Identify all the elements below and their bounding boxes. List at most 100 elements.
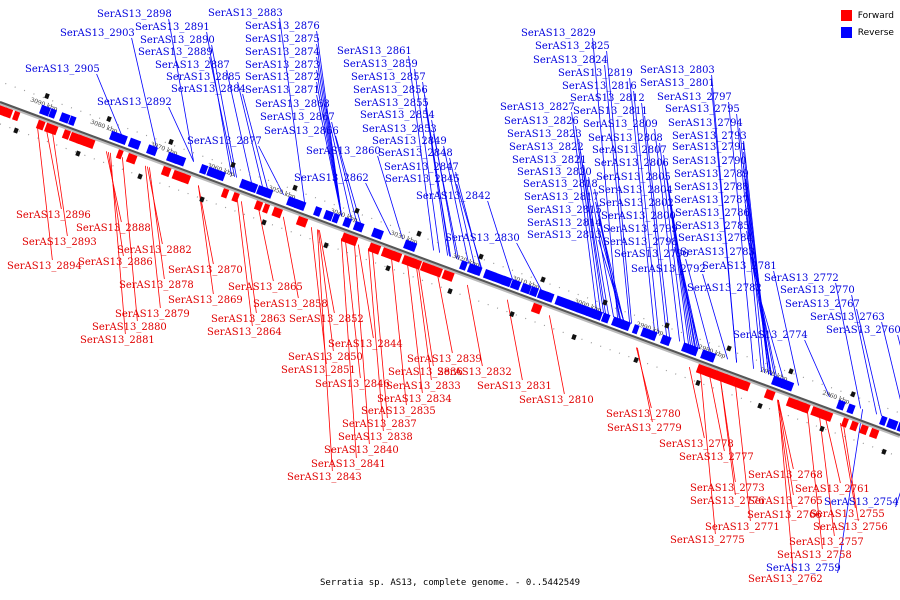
- scale-mark: [726, 345, 732, 352]
- reverse-leader-line: [659, 142, 685, 344]
- reverse-gene-label: SerAS13_2814: [527, 218, 602, 229]
- reverse-leader-line: [641, 102, 667, 337]
- reverse-gene-label: SerAS13_2842: [416, 191, 491, 202]
- reverse-leader-line: [316, 81, 342, 217]
- reverse-gene-label: SerAS13_2800: [601, 211, 676, 222]
- forward-swatch: [840, 10, 852, 21]
- forward-gene-label: SerAS13_2776: [690, 496, 765, 507]
- forward-gene-block: [271, 206, 283, 219]
- forward-leader-line: [734, 384, 751, 522]
- forward-gene-block: [801, 402, 811, 414]
- reverse-leader-line: [702, 273, 728, 360]
- reverse-gene-label: SerAS13_2786: [675, 208, 750, 219]
- reverse-gene-label: SerAS13_2794: [668, 118, 743, 129]
- reverse-gene-block: [771, 375, 785, 389]
- forward-gene-label: SerAS13_2839: [407, 354, 482, 365]
- forward-gene-label: SerAS13_2850: [288, 352, 363, 363]
- forward-leader-line: [777, 399, 794, 496]
- forward-gene-label: SerAS13_2834: [377, 394, 452, 405]
- reverse-gene-block: [474, 265, 483, 277]
- forward-gene-block: [810, 406, 821, 418]
- reverse-gene-label: SerAS13_2816: [562, 81, 637, 92]
- scale-mark: [509, 311, 515, 318]
- forward-leader-line: [839, 422, 856, 509]
- reverse-gene-block: [640, 327, 654, 340]
- reverse-leader-line: [168, 18, 194, 162]
- reverse-gene-block: [600, 312, 611, 324]
- forward-gene-block: [61, 129, 72, 140]
- reverse-leader-line: [881, 321, 900, 400]
- reverse-gene-block: [403, 239, 418, 253]
- reverse-gene-label: SerAS13_2889: [138, 47, 213, 58]
- scale-mark: [168, 138, 174, 145]
- reverse-leader-line: [598, 227, 624, 321]
- reverse-gene-label: SerAS13_2801: [640, 78, 715, 89]
- reverse-gene-label: SerAS13_2820: [517, 167, 592, 178]
- reverse-leader-line: [237, 81, 263, 188]
- reverse-gene-label: SerAS13_2809: [583, 119, 658, 130]
- reverse-gene-block: [708, 352, 717, 363]
- reverse-leader-line: [895, 492, 900, 508]
- reverse-gene-block: [286, 196, 298, 208]
- reverse-gene-label: SerAS13_2849: [372, 136, 447, 147]
- reverse-leader-line: [408, 55, 434, 251]
- forward-gene-label: SerAS13_2835: [361, 406, 436, 417]
- forward-leader-line: [197, 185, 214, 265]
- forward-gene-block: [849, 420, 859, 432]
- reverse-leader-line: [365, 182, 391, 235]
- reverse-gene-label: SerAS13_2767: [785, 299, 860, 310]
- reverse-gene-block: [482, 269, 497, 282]
- reverse-leader-line: [773, 270, 799, 386]
- reverse-gene-label: SerAS13_2883: [208, 8, 283, 19]
- reverse-leader-line: [316, 94, 342, 217]
- scale-mark: [354, 207, 360, 214]
- axis-line: [0, 101, 900, 436]
- reverse-gene-label: SerAS13_2866: [264, 126, 339, 137]
- reverse-leader-line: [711, 87, 737, 363]
- reverse-leader-line: [279, 17, 305, 203]
- forward-gene-label: SerAS13_2880: [92, 322, 167, 333]
- reverse-gene-label: SerAS13_2792: [631, 264, 706, 275]
- forward-gene-label: SerAS13_2810: [519, 395, 594, 406]
- reverse-gene-block: [649, 330, 658, 341]
- reverse-leader-line: [425, 107, 451, 257]
- reverse-gene-label: SerAS13_2803: [640, 65, 715, 76]
- reverse-leader-line: [758, 292, 784, 381]
- reverse-gene-label: SerAS13_2808: [588, 133, 663, 144]
- reverse-leader-line: [575, 125, 601, 313]
- reverse-gene-label: SerAS13_2871: [245, 85, 320, 96]
- reverse-leader-line: [751, 256, 777, 378]
- reverse-leader-line: [258, 145, 284, 196]
- forward-gene-block: [35, 119, 46, 131]
- reverse-leader-line: [644, 115, 670, 338]
- forward-gene-label: SerAS13_2840: [324, 445, 399, 456]
- reverse-gene-label: SerAS13_2892: [97, 97, 172, 108]
- scale-mark: [323, 242, 329, 249]
- forward-gene-label: SerAS13_2755: [810, 509, 885, 520]
- forward-gene-label: SerAS13_2893: [22, 237, 97, 248]
- reverse-gene-block: [146, 144, 159, 157]
- forward-leader-line: [45, 129, 62, 210]
- reverse-leader-line: [131, 37, 157, 149]
- reverse-gene-label: SerAS13_2782: [687, 283, 762, 294]
- reverse-gene-label: SerAS13_2845: [385, 174, 460, 185]
- reverse-gene-label: SerAS13_2822: [509, 142, 584, 153]
- legend: Forward Reverse: [840, 7, 894, 41]
- scale-mark: [664, 322, 670, 329]
- forward-gene-block: [349, 235, 359, 247]
- reverse-leader-line: [226, 69, 252, 184]
- reverse-leader-line: [629, 77, 655, 333]
- reverse-gene-label: SerAS13_2772: [764, 273, 839, 284]
- forward-leader-line: [548, 315, 565, 395]
- reverse-gene-label: SerAS13_2847: [384, 162, 459, 173]
- reverse-gene-block: [879, 415, 888, 427]
- forward-leader-line: [506, 299, 523, 381]
- forward-gene-block: [441, 269, 455, 282]
- reverse-gene-label: SerAS13_2788: [674, 182, 749, 193]
- reverse-gene-label: SerAS13_2795: [665, 104, 740, 115]
- reverse-leader-line: [663, 154, 689, 345]
- scale-mark: [137, 173, 143, 180]
- reverse-gene-block: [544, 291, 555, 303]
- forward-gene-label: SerAS13_2886: [78, 257, 153, 268]
- forward-leader-line: [353, 243, 370, 445]
